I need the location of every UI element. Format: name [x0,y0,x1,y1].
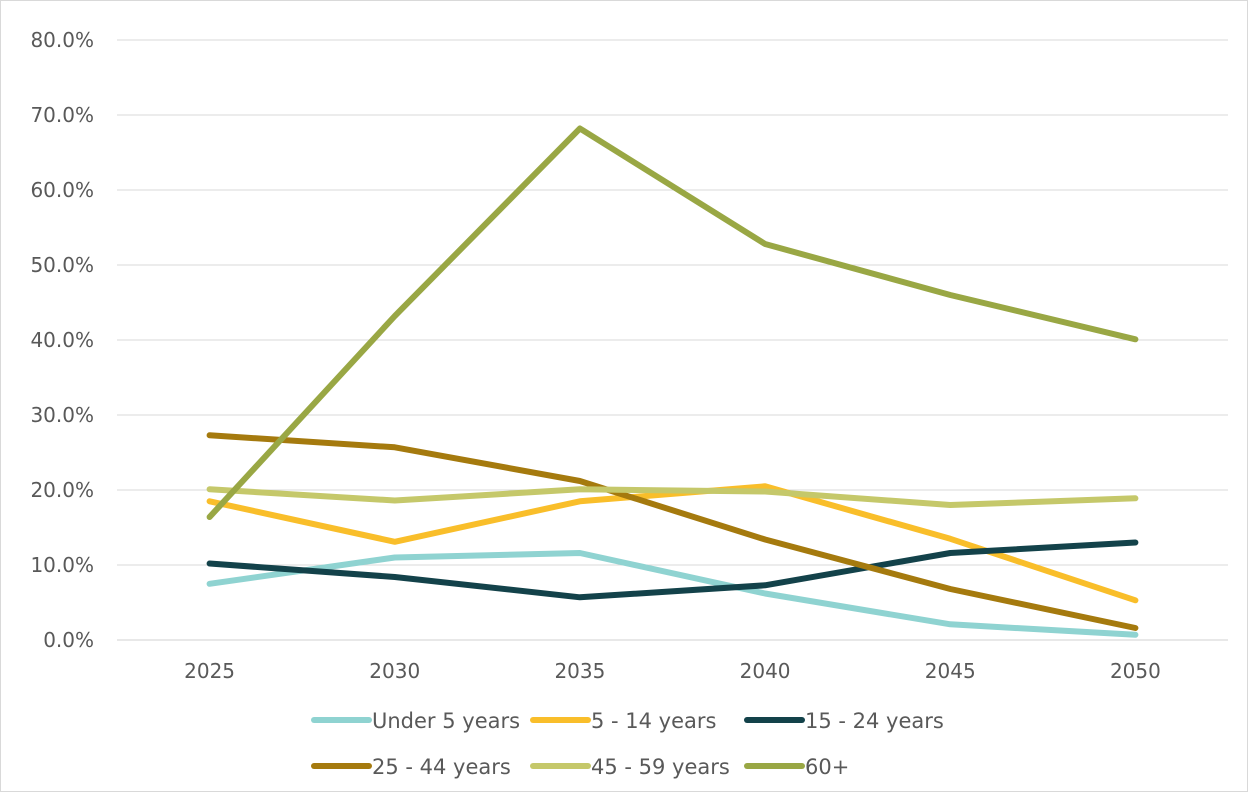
y-tick-label: 60.0% [30,178,94,202]
legend-item-1: 5 - 14 years [530,709,716,733]
x-tick-label: 2040 [740,659,791,683]
y-tick-label: 80.0% [30,28,94,52]
y-tick-label: 10.0% [30,553,94,577]
legend-item-4: 45 - 59 years [530,755,730,779]
legend-item-3: 25 - 44 years [311,755,511,779]
gridlines [117,39,1228,641]
legend-label: 60+ [805,755,849,779]
series-line-5 [206,125,1139,520]
legend-label: 25 - 44 years [372,755,511,779]
y-tick-label: 40.0% [30,328,94,352]
y-tick-label: 20.0% [30,478,94,502]
series-line-3 [206,432,1139,631]
y-tick-label: 30.0% [30,403,94,427]
series-line-2 [206,539,1139,601]
legend: Under 5 years 5 - 14 years 15 - 24 years 25… [311,709,944,779]
x-tick-label: 2045 [925,659,976,683]
x-tick-label: 2025 [184,659,235,683]
series-lines [206,125,1139,638]
x-tick-label: 2030 [369,659,420,683]
y-axis: 0.0% 10.0% 20.0% 30.0% 40.0% 50.0% 60.0% 70.0% 8… [30,28,94,652]
y-tick-label: 50.0% [30,253,94,277]
x-axis: 2025 2030 2035 2040 2045 2050 [184,659,1161,683]
x-tick-label: 2035 [554,659,605,683]
legend-label: 45 - 59 years [591,755,730,779]
series-line-4 [206,486,1139,508]
legend-item-5: 60+ [744,755,849,779]
x-tick-label: 2050 [1110,659,1161,683]
y-tick-label: 70.0% [30,103,94,127]
legend-item-2: 15 - 24 years [744,709,944,733]
legend-label: Under 5 years [372,709,520,733]
legend-item-0: Under 5 years [311,709,520,733]
series-line-0 [206,550,1139,638]
y-tick-label: 0.0% [43,628,94,652]
legend-label: 15 - 24 years [805,709,944,733]
legend-label: 5 - 14 years [591,709,716,733]
